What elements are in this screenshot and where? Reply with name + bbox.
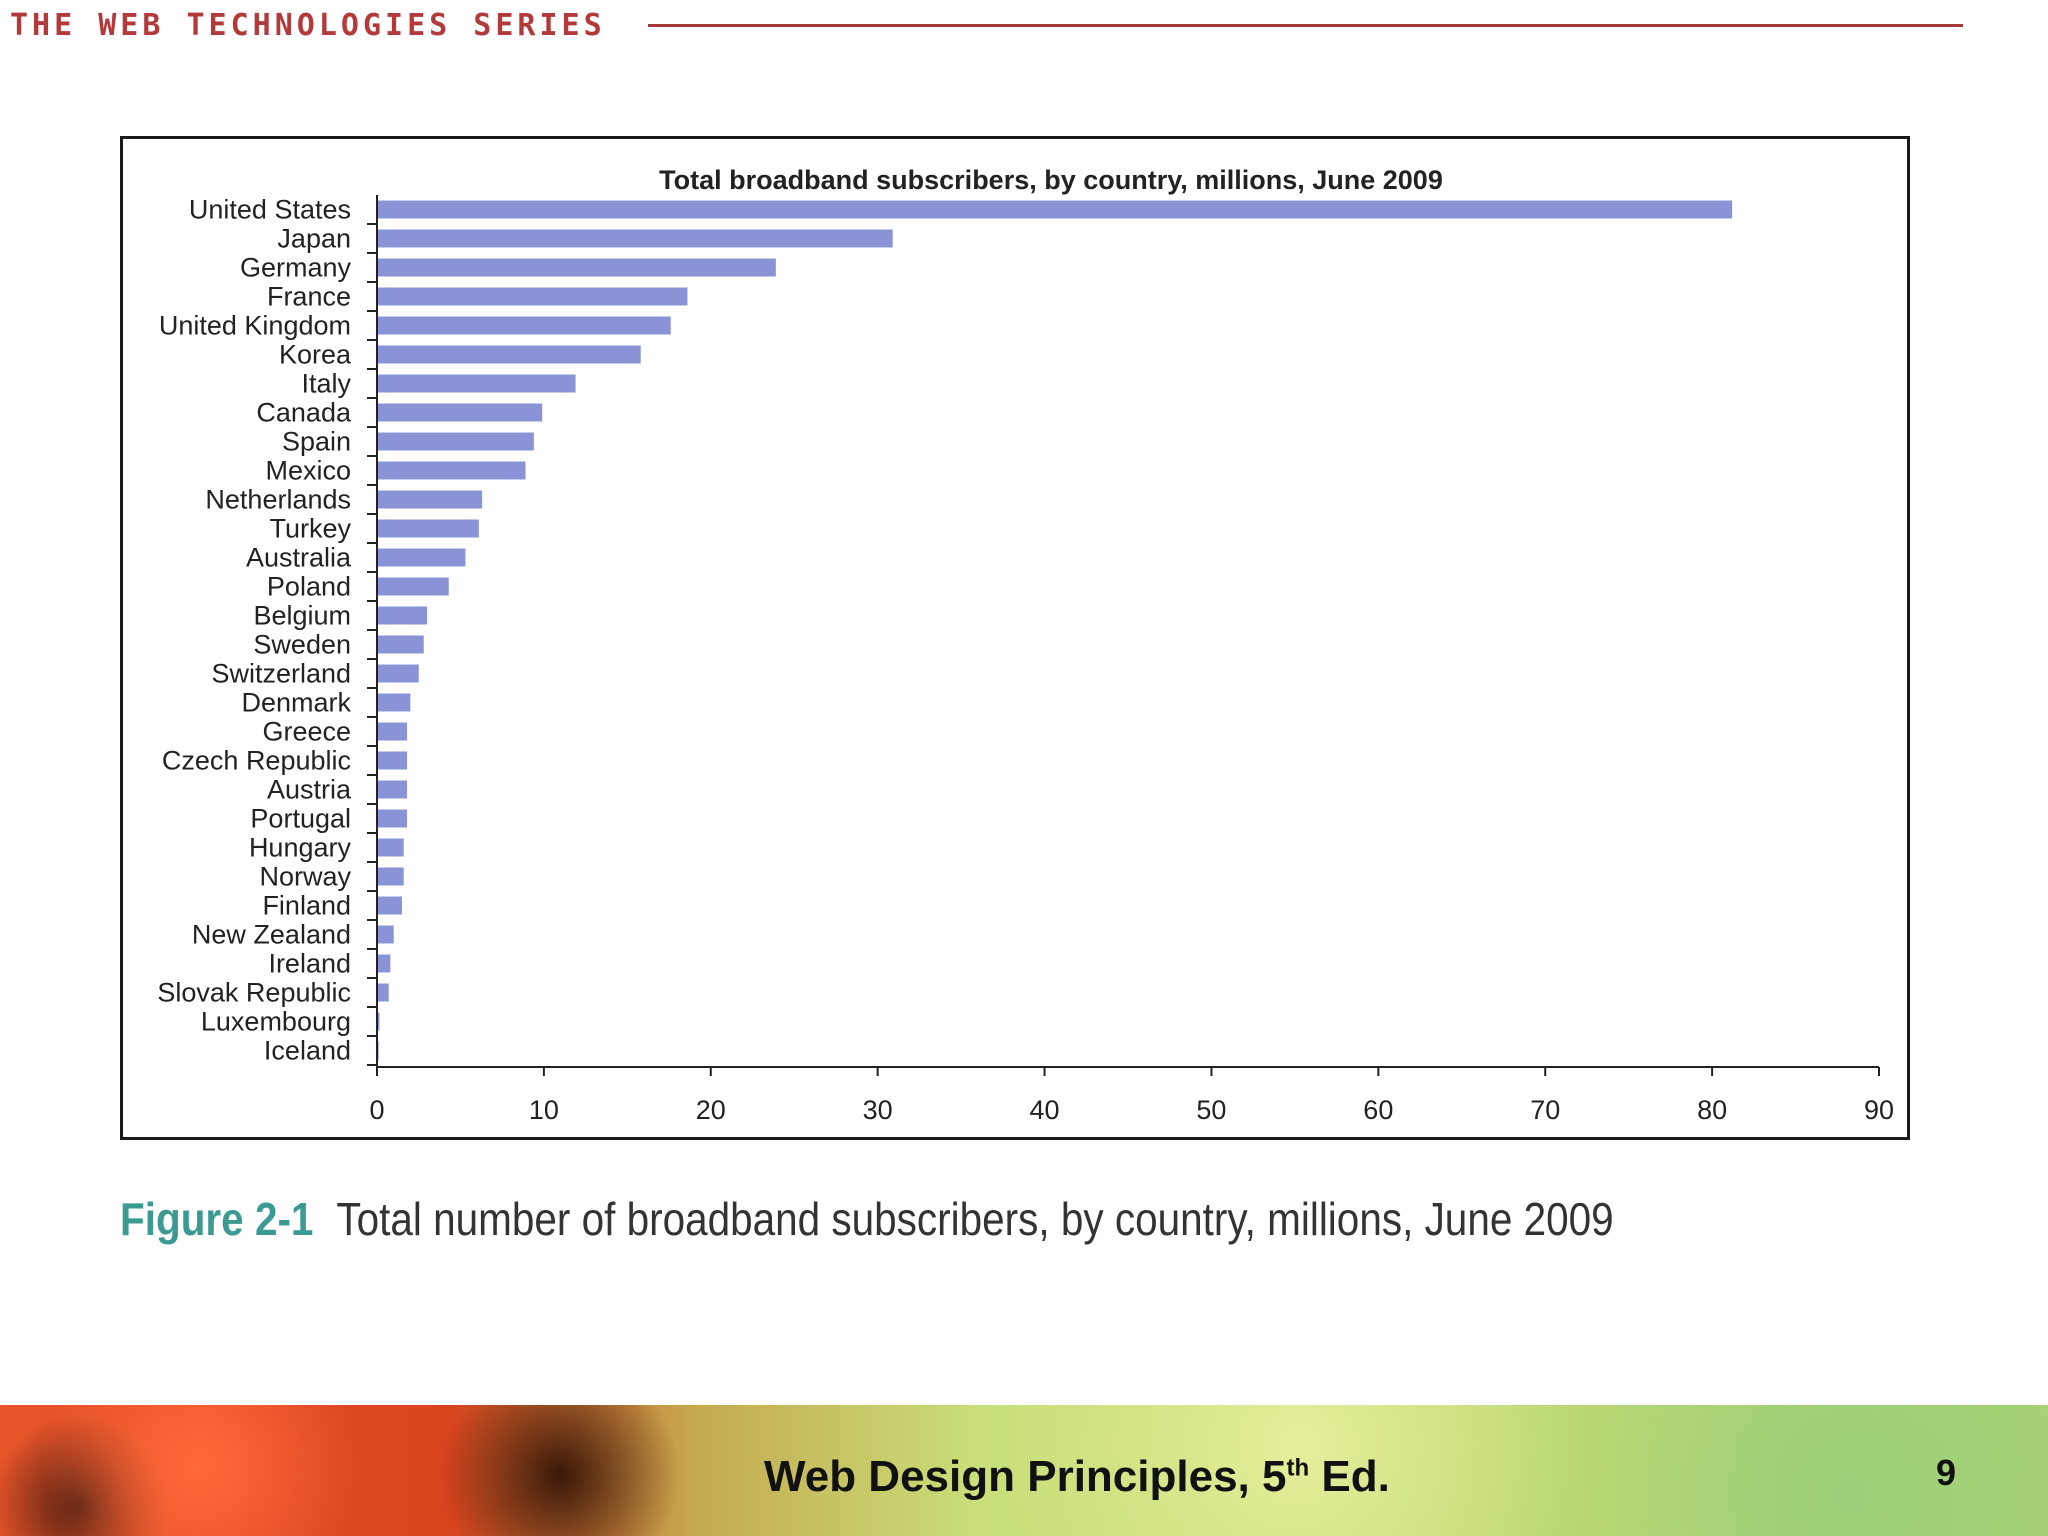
category-label: Greece <box>262 717 351 747</box>
bar-sweden <box>377 635 424 654</box>
bar-czech-republic <box>377 751 408 770</box>
bar-finland <box>377 896 403 915</box>
bar-luxembourg <box>377 1012 380 1031</box>
category-label: Portugal <box>250 804 351 834</box>
footer-book-title-suffix: Ed. <box>1309 1452 1390 1501</box>
bar-mexico <box>377 461 526 480</box>
bar-spain <box>377 432 534 451</box>
category-label: United States <box>189 195 351 225</box>
chart-container: Total broadband subscribers, by country,… <box>120 136 1910 1140</box>
bar-canada <box>377 403 543 422</box>
category-label: Korea <box>279 340 352 370</box>
x-tick-label: 90 <box>1864 1095 1894 1125</box>
category-label: Austria <box>267 775 352 805</box>
category-label: Germany <box>240 253 352 283</box>
category-label: New Zealand <box>192 920 351 950</box>
x-tick-label: 50 <box>1196 1095 1226 1125</box>
series-title: THE WEB TECHNOLOGIES SERIES <box>10 8 606 43</box>
category-label: Netherlands <box>205 485 351 515</box>
category-label: Norway <box>259 862 351 892</box>
x-tick-label: 80 <box>1697 1095 1727 1125</box>
bar-united-states <box>377 200 1733 219</box>
bar-norway <box>377 867 404 886</box>
category-label: Slovak Republic <box>157 978 351 1008</box>
x-tick-label: 0 <box>369 1095 384 1125</box>
figure-caption: Figure 2-1 Total number of broadband subs… <box>120 1192 1614 1246</box>
category-label: Mexico <box>265 456 351 486</box>
bar-united-kingdom <box>377 316 671 335</box>
category-label: Switzerland <box>211 659 351 689</box>
bar-australia <box>377 548 466 567</box>
bar-austria <box>377 780 408 799</box>
category-label: Czech Republic <box>162 746 351 776</box>
x-tick-label: 60 <box>1363 1095 1393 1125</box>
bar-poland <box>377 577 449 596</box>
category-label: United Kingdom <box>159 311 351 341</box>
x-axis: 0 10 20 30 40 50 60 70 80 90 <box>369 1066 1894 1125</box>
bar-greece <box>377 722 408 741</box>
category-label: Denmark <box>241 688 351 718</box>
x-tick-label: 30 <box>863 1095 893 1125</box>
x-tick-label: 70 <box>1530 1095 1560 1125</box>
category-label: Belgium <box>253 601 351 631</box>
footer-book-title-sup: th <box>1286 1454 1310 1482</box>
bar-chart: Total broadband subscribers, by country,… <box>157 165 1894 1125</box>
category-label: Sweden <box>253 630 351 660</box>
category-label: Canada <box>256 398 352 428</box>
footer-banner <box>0 1405 2048 1536</box>
category-label: Finland <box>262 891 351 921</box>
footer-book-title: Web Design Principles, 5th Ed. <box>764 1452 1390 1502</box>
bar-switzerland <box>377 664 419 683</box>
category-label: Poland <box>267 572 351 602</box>
x-tick-label: 10 <box>529 1095 559 1125</box>
category-label: Spain <box>282 427 351 457</box>
category-label: Luxembourg <box>201 1007 351 1037</box>
x-tick-label: 20 <box>696 1095 726 1125</box>
bar-italy <box>377 374 576 393</box>
category-label: Japan <box>277 224 351 254</box>
bar-korea <box>377 345 641 364</box>
bar-hungary <box>377 838 404 857</box>
category-label: France <box>267 282 351 312</box>
x-tick-label: 40 <box>1030 1095 1060 1125</box>
bar-japan <box>377 229 893 248</box>
bar-netherlands <box>377 490 483 509</box>
header-rule <box>648 24 1963 27</box>
category-label: Iceland <box>264 1036 351 1066</box>
category-label: Ireland <box>268 949 351 979</box>
bar-new-zealand <box>377 925 394 944</box>
chart-title: Total broadband subscribers, by country,… <box>659 165 1443 195</box>
figure-caption-text: Total number of broadband subscribers, b… <box>336 1193 1614 1245</box>
bar-ireland <box>377 954 391 973</box>
bar-turkey <box>377 519 479 538</box>
bar-portugal <box>377 809 408 828</box>
bar-belgium <box>377 606 428 625</box>
bar-slovak-republic <box>377 983 389 1002</box>
bar-denmark <box>377 693 411 712</box>
bars-group <box>377 200 1733 1060</box>
category-label: Hungary <box>249 833 352 863</box>
category-label: Australia <box>246 543 352 573</box>
category-ticks-group <box>367 195 378 1067</box>
bar-france <box>377 287 688 306</box>
category-label: Turkey <box>269 514 351 544</box>
page-number: 9 <box>1936 1452 1957 1493</box>
bar-germany <box>377 258 776 277</box>
figure-label: Figure 2-1 <box>120 1193 314 1245</box>
category-label: Italy <box>301 369 351 399</box>
footer-book-title-prefix: Web Design Principles, 5 <box>764 1452 1287 1501</box>
